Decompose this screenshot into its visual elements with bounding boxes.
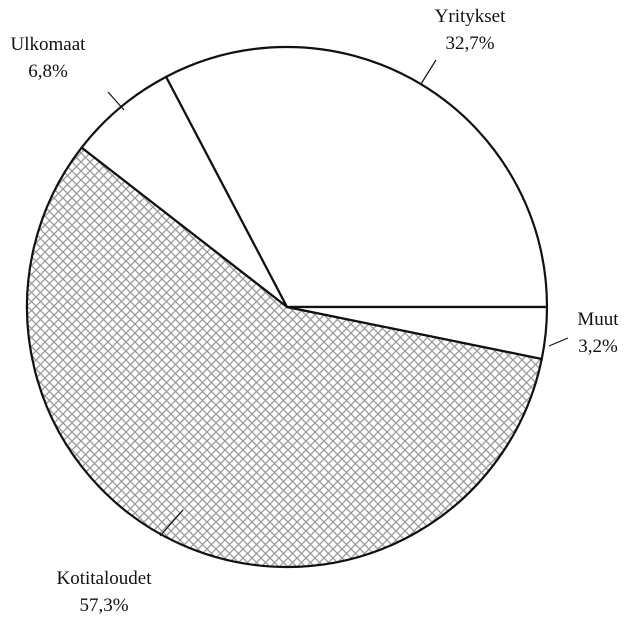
leader-line	[159, 509, 184, 537]
slice-label: Yritykset	[435, 6, 506, 27]
slice-value-label: 6,8%	[28, 61, 68, 82]
slice-label: Ulkomaat	[11, 34, 87, 55]
pie-slice	[80, 75, 289, 309]
pie-slice	[285, 305, 549, 361]
slice-label: Muut	[577, 309, 619, 330]
leader-line	[420, 59, 437, 85]
pie-slice	[25, 146, 543, 569]
pie-slice	[164, 45, 549, 309]
slice-value-label: 3,2%	[578, 336, 618, 357]
slice-value-label: 32,7%	[445, 33, 494, 54]
slice-label: Kotitaloudet	[57, 568, 153, 589]
slice-value-label: 57,3%	[79, 595, 128, 616]
leader-line	[548, 337, 569, 347]
leader-line	[107, 91, 125, 111]
